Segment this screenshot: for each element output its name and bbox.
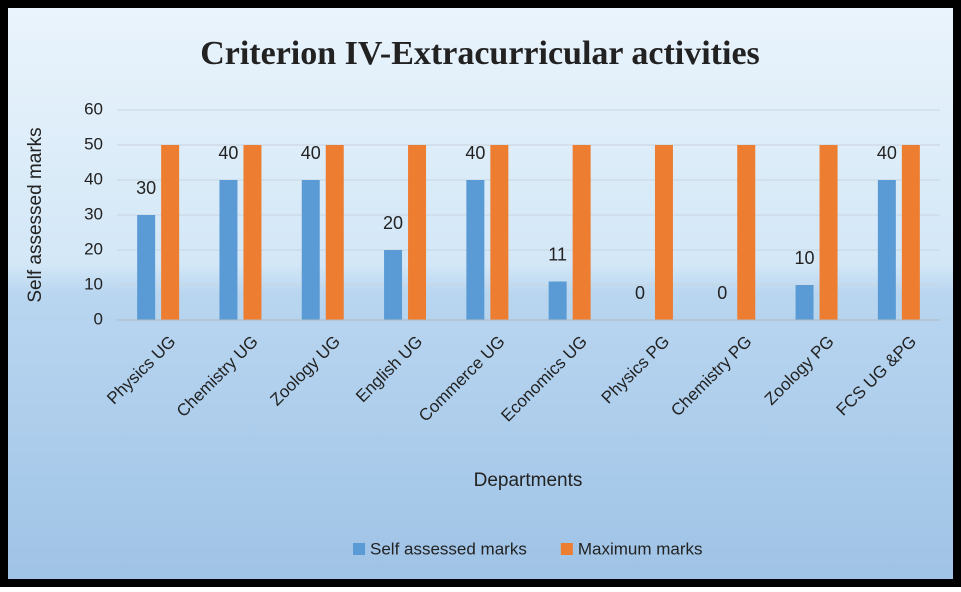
data-label: 30 xyxy=(136,178,156,198)
data-label: 20 xyxy=(383,213,403,233)
bar xyxy=(161,145,180,320)
bar xyxy=(243,145,262,320)
legend-swatch xyxy=(353,543,365,555)
legend-swatch xyxy=(560,543,573,555)
bar xyxy=(408,145,427,320)
data-label: 40 xyxy=(301,143,321,163)
bar xyxy=(654,145,673,320)
bar xyxy=(572,145,591,320)
data-label: 11 xyxy=(548,244,567,264)
legend-label: Maximum marks xyxy=(578,539,703,558)
data-label: 40 xyxy=(218,143,238,163)
y-tick-label: 0 xyxy=(94,309,103,328)
legend-label: Self assessed marks xyxy=(370,539,527,558)
y-tick-label: 30 xyxy=(84,204,103,223)
y-tick-label: 60 xyxy=(84,99,103,118)
bar xyxy=(466,180,485,320)
bar xyxy=(219,180,238,320)
bar xyxy=(795,285,814,320)
data-label: 10 xyxy=(795,248,815,268)
bar xyxy=(490,145,509,320)
data-label: 40 xyxy=(465,143,485,163)
y-tick-label: 50 xyxy=(84,134,103,153)
data-label: 40 xyxy=(877,143,897,163)
bar xyxy=(301,180,320,320)
chart-title: Criterion IV-Extracurricular activities xyxy=(200,35,760,72)
data-label: 0 xyxy=(635,283,645,303)
bar xyxy=(137,215,156,320)
bar xyxy=(901,145,920,320)
x-axis-label: Departments xyxy=(474,470,583,491)
bar xyxy=(384,250,403,320)
bar xyxy=(325,145,344,320)
data-label: 0 xyxy=(717,283,727,303)
bar xyxy=(737,145,756,320)
y-tick-label: 10 xyxy=(84,274,103,293)
y-tick-label: 20 xyxy=(84,239,103,258)
y-tick-label: 40 xyxy=(84,169,103,188)
y-axis-label: Self assessed marks xyxy=(25,127,46,302)
bar xyxy=(877,180,896,320)
bar xyxy=(819,145,838,320)
bar xyxy=(548,281,567,320)
